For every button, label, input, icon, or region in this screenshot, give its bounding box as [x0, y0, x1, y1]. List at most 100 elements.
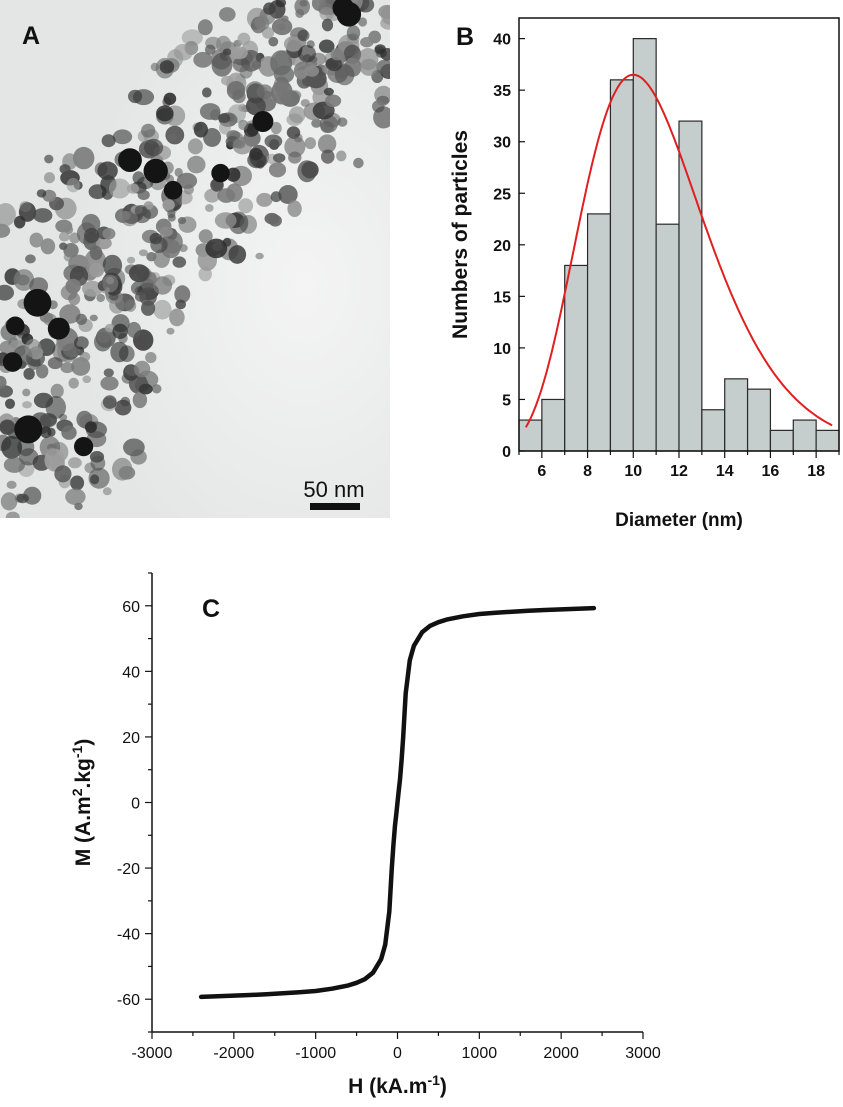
- large-nanoparticle: [252, 111, 274, 132]
- nanoparticle: [205, 204, 214, 212]
- nanoparticle: [270, 191, 282, 203]
- magnetization-x-tick-label: 2000: [543, 1045, 579, 1062]
- nanoparticle: [336, 150, 347, 162]
- nanoparticle: [288, 106, 306, 124]
- histogram-bar: [564, 264, 589, 452]
- histogram-x-tick-label: 8: [583, 463, 592, 480]
- nanoparticle: [0, 492, 18, 511]
- nanoparticle: [219, 7, 236, 22]
- nanoparticle: [36, 189, 47, 198]
- nanoparticle: [302, 76, 314, 87]
- nanoparticle-cluster: [0, 0, 390, 518]
- large-nanoparticle: [6, 316, 25, 336]
- nanoparticle: [159, 60, 175, 74]
- nanoparticle: [254, 15, 270, 31]
- nanoparticle: [0, 223, 11, 238]
- panel-c-label: C: [202, 595, 220, 623]
- nanoparticle: [66, 178, 80, 193]
- nanoparticle: [134, 205, 148, 217]
- nanoparticle: [203, 128, 222, 147]
- large-nanoparticle: [332, 0, 355, 19]
- nanoparticle: [238, 198, 254, 214]
- nanoparticle: [102, 487, 112, 496]
- nanoparticle: [90, 455, 106, 471]
- nanoparticle: [0, 419, 16, 435]
- nanoparticle: [74, 502, 83, 511]
- large-nanoparticle: [47, 317, 70, 340]
- nanoparticle: [374, 44, 386, 54]
- nanoparticle: [97, 161, 118, 181]
- nanoparticle: [193, 51, 213, 68]
- magnetization-x-tick-label: 0: [393, 1045, 402, 1062]
- nanoparticle: [141, 300, 156, 316]
- nanoparticle: [145, 352, 157, 364]
- nanoparticle: [118, 466, 136, 480]
- nanoparticle: [59, 242, 68, 250]
- nanoparticle: [0, 385, 13, 398]
- nanoparticle: [169, 308, 185, 327]
- lognormal-fit-curve: [525, 73, 833, 428]
- nanoparticle: [300, 99, 310, 107]
- tem-micrograph: A 50 nm: [0, 0, 390, 518]
- nanoparticle: [13, 269, 35, 291]
- nanoparticle: [304, 65, 319, 77]
- nanoparticle: [103, 368, 114, 378]
- nanoparticle: [74, 336, 89, 350]
- nanoparticle: [84, 421, 97, 433]
- nanoparticle: [59, 231, 70, 242]
- scale-bar: [310, 503, 360, 510]
- nanoparticle: [5, 511, 20, 518]
- nanoparticle: [268, 214, 282, 227]
- large-nanoparticle: [23, 288, 52, 317]
- magnetization-x-tick-label: 3000: [625, 1045, 661, 1062]
- nanoparticle: [65, 278, 81, 294]
- nanoparticle: [249, 147, 263, 161]
- nanoparticle: [294, 0, 310, 16]
- nanoparticle: [256, 84, 273, 99]
- nanoparticle: [334, 64, 355, 86]
- histogram-y-tick-label: 15: [493, 289, 511, 306]
- nanoparticle: [232, 137, 253, 155]
- nanoparticle: [0, 203, 16, 227]
- nanoparticle: [271, 80, 293, 105]
- nanoparticle: [132, 391, 148, 409]
- histogram-bar: [586, 213, 612, 452]
- nanoparticle: [256, 192, 273, 207]
- magnetization-axes: -60 -40 -20 0 20 40 60 -3000 -2000 -1000 0 1000 2000…: [117, 572, 661, 1062]
- nanoparticle: [198, 229, 213, 244]
- nanoparticle: [50, 383, 64, 399]
- histogram-y-tick-label: 0: [502, 444, 511, 461]
- nanoparticle: [353, 157, 364, 169]
- nanoparticle: [14, 215, 26, 229]
- nanoparticle: [44, 172, 55, 184]
- nanoparticle: [63, 252, 73, 262]
- nanoparticle: [181, 29, 203, 46]
- nanoparticle: [284, 136, 306, 158]
- histogram-x-tick-label: 14: [716, 463, 734, 480]
- nanoparticle: [47, 357, 63, 370]
- panel-a-label: A: [22, 22, 40, 50]
- nanoparticle: [151, 384, 162, 394]
- nanoparticle: [380, 5, 390, 25]
- nanoparticle: [193, 121, 208, 138]
- nanoparticle: [59, 164, 71, 174]
- nanoparticle: [373, 106, 390, 129]
- nanoparticle: [0, 284, 14, 301]
- nanoparticle: [88, 184, 107, 200]
- large-nanoparticle: [118, 148, 142, 173]
- nanoparticle: [239, 64, 253, 79]
- nanoparticle: [226, 167, 241, 182]
- nanoparticle: [25, 254, 36, 264]
- nanoparticle: [323, 87, 334, 96]
- nanoparticle: [70, 475, 85, 491]
- nanoparticle: [217, 188, 236, 203]
- histogram-x-tick-label: 18: [807, 463, 825, 480]
- nanoparticle: [64, 225, 74, 235]
- nanoparticle: [89, 245, 103, 261]
- nanoparticle: [283, 36, 303, 52]
- nanoparticle: [166, 327, 175, 335]
- nanoparticle: [68, 457, 82, 469]
- nanoparticle: [126, 183, 139, 194]
- nanoparticle: [130, 449, 147, 465]
- nanoparticle: [96, 293, 105, 303]
